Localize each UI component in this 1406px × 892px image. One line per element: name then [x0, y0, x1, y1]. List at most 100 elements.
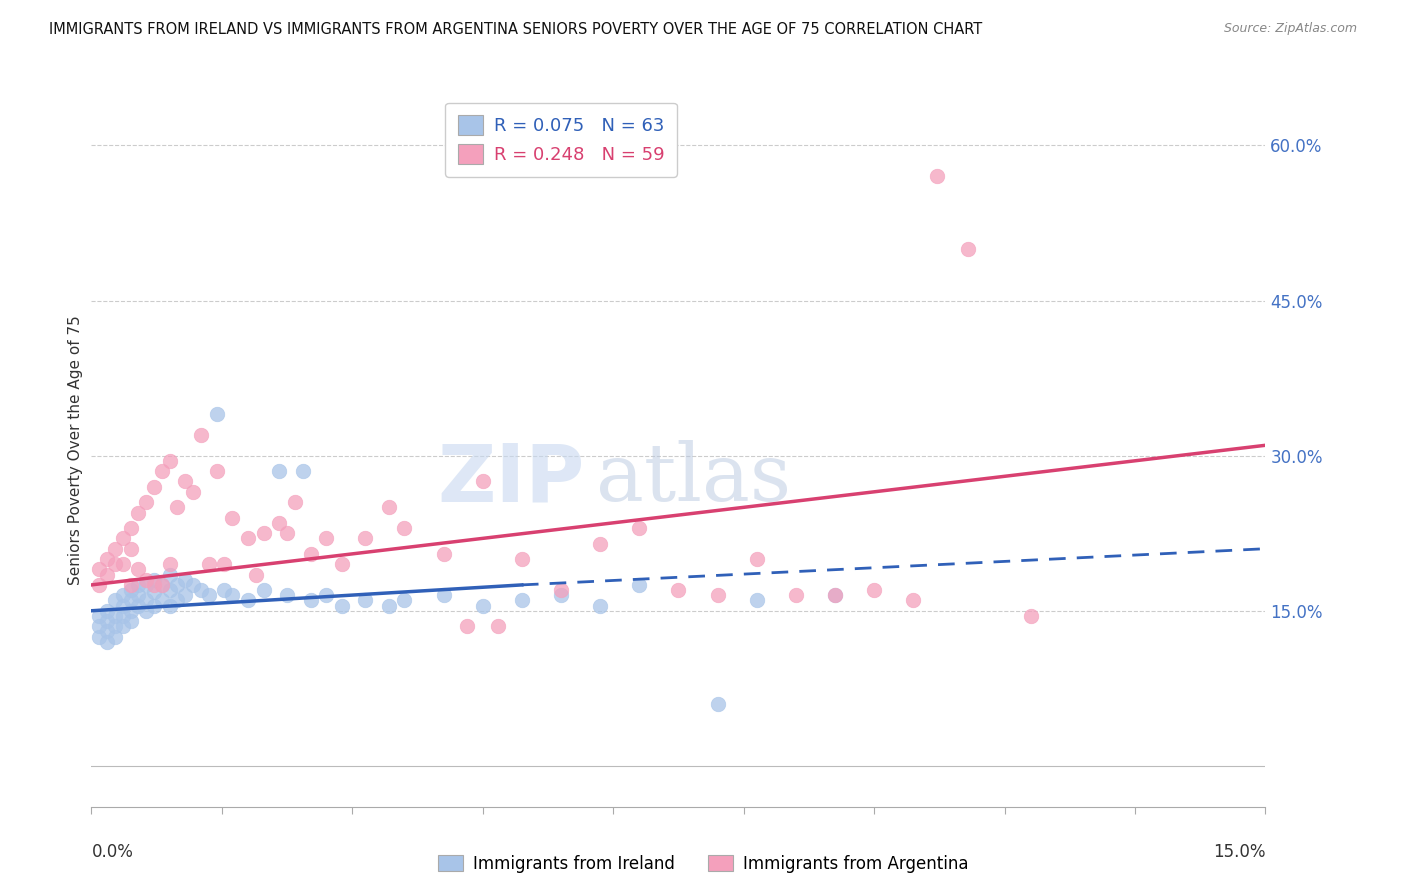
Point [135, 604, 157, 618]
Point [150, 578, 173, 592]
Point [89, 562, 111, 576]
Point [127, 562, 149, 576]
Point [354, 593, 377, 607]
Point [96, 634, 118, 648]
Point [330, 558, 353, 572]
Point [120, 604, 142, 618]
Point [104, 609, 127, 624]
Point [159, 454, 181, 468]
Point [394, 521, 416, 535]
Point [824, 588, 846, 602]
Point [252, 526, 274, 541]
Point [127, 506, 149, 520]
Point [96, 552, 118, 566]
Point [214, 558, 236, 572]
Point [166, 500, 188, 515]
Point [111, 532, 134, 546]
Point [666, 583, 689, 598]
Point [174, 475, 197, 489]
Point [120, 614, 142, 628]
Point [190, 583, 212, 598]
Point [628, 578, 651, 592]
Point [745, 552, 768, 566]
Point [104, 619, 127, 633]
Point [284, 495, 307, 509]
Point [150, 593, 173, 607]
Text: IMMIGRANTS FROM IRELAND VS IMMIGRANTS FROM ARGENTINA SENIORS POVERTY OVER THE AG: IMMIGRANTS FROM IRELAND VS IMMIGRANTS FR… [49, 22, 983, 37]
Point [135, 495, 157, 509]
Point [291, 464, 314, 478]
Point [89, 630, 111, 644]
Point [276, 526, 298, 541]
Point [299, 547, 322, 561]
Point [589, 536, 612, 550]
Point [456, 619, 478, 633]
Point [394, 593, 416, 607]
Point [236, 593, 259, 607]
Point [863, 583, 886, 598]
Point [252, 583, 274, 598]
Text: atlas: atlas [596, 440, 792, 518]
Point [96, 567, 118, 582]
Point [143, 585, 166, 599]
Point [174, 573, 197, 587]
Point [197, 558, 219, 572]
Point [197, 588, 219, 602]
Point [205, 464, 228, 478]
Point [706, 697, 728, 711]
Point [111, 558, 134, 572]
Point [510, 593, 533, 607]
Point [269, 516, 291, 530]
Point [956, 242, 979, 256]
Point [471, 475, 494, 489]
Point [111, 619, 134, 633]
Point [89, 578, 111, 592]
Point [104, 558, 127, 572]
Point [174, 588, 197, 602]
Point [432, 588, 454, 602]
Point [214, 583, 236, 598]
Point [354, 532, 377, 546]
Point [824, 588, 846, 602]
Point [120, 593, 142, 607]
Text: 0.0%: 0.0% [91, 844, 134, 862]
Point [925, 169, 948, 184]
Point [166, 593, 188, 607]
Legend: R = 0.075   N = 63, R = 0.248   N = 59: R = 0.075 N = 63, R = 0.248 N = 59 [444, 103, 678, 177]
Point [589, 599, 612, 613]
Point [111, 609, 134, 624]
Point [299, 593, 322, 607]
Point [550, 583, 572, 598]
Point [127, 599, 149, 613]
Point [628, 521, 651, 535]
Text: Source: ZipAtlas.com: Source: ZipAtlas.com [1223, 22, 1357, 36]
Point [159, 583, 181, 598]
Point [96, 614, 118, 628]
Point [745, 593, 768, 607]
Point [510, 552, 533, 566]
Point [901, 593, 924, 607]
Point [205, 407, 228, 421]
Point [120, 541, 142, 556]
Point [190, 428, 212, 442]
Point [276, 588, 298, 602]
Point [550, 588, 572, 602]
Point [432, 547, 454, 561]
Point [150, 578, 173, 592]
Point [315, 532, 337, 546]
Point [96, 624, 118, 639]
Point [96, 604, 118, 618]
Point [159, 599, 181, 613]
Point [166, 578, 188, 592]
Point [471, 599, 494, 613]
Point [143, 599, 166, 613]
Point [221, 510, 243, 524]
Point [135, 573, 157, 587]
Point [785, 588, 807, 602]
Point [135, 593, 157, 607]
Point [127, 578, 149, 592]
Point [706, 588, 728, 602]
Point [89, 609, 111, 624]
Point [104, 593, 127, 607]
Point [143, 578, 166, 592]
